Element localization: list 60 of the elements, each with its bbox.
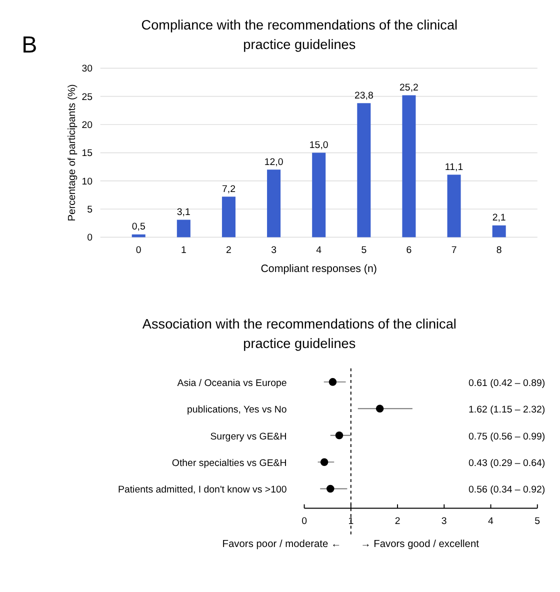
point xyxy=(320,458,328,466)
bar xyxy=(222,196,236,238)
y-tick-label: 30 xyxy=(82,64,94,75)
bar xyxy=(176,220,190,238)
y-tick-label: 10 xyxy=(82,176,94,188)
bar xyxy=(447,174,461,238)
y-tick-label: Patients admitted, I don't know vs >100 xyxy=(118,484,288,496)
point xyxy=(328,378,337,386)
data-label: 0,5 xyxy=(132,222,146,233)
x-tick-label: 4 xyxy=(316,244,322,256)
bar xyxy=(357,103,371,238)
x-tick-label: 5 xyxy=(534,516,540,527)
data-label: 2,1 xyxy=(492,212,506,224)
data-label: 7,2 xyxy=(222,184,236,195)
x-tick-label: 2 xyxy=(226,244,232,256)
text: → Favors good / excellent xyxy=(360,539,480,550)
data-label: 3,1 xyxy=(176,206,190,218)
y-tick-label: 5 xyxy=(87,204,93,216)
y-axis-title: Percentage of participants (%) xyxy=(67,84,78,222)
point xyxy=(335,431,344,440)
x-tick-label: 0 xyxy=(136,244,142,256)
data-label: 15,0 xyxy=(309,140,329,151)
chart-title: Association with the recommendations of the clinical practice guidelines xyxy=(142,316,456,351)
annotation: 0.61 (0.42 – 0.89) xyxy=(468,378,546,389)
data-label: 23,8 xyxy=(354,90,374,102)
x-tick-label: 0 xyxy=(302,516,308,527)
data-label: 12,0 xyxy=(264,156,284,168)
x-tick-label: 1 xyxy=(180,244,186,256)
x-tick-label: 2 xyxy=(394,516,400,527)
x-tick-label: 3 xyxy=(271,244,276,256)
y-tick-label: 25 xyxy=(82,92,93,103)
y-tick-label: 0 xyxy=(87,232,94,244)
x-tick-label: 4 xyxy=(488,516,494,527)
x-tick-label: 7 xyxy=(451,244,457,256)
x-axis-title: Compliant responses (n) xyxy=(260,263,377,276)
x-tick-label: 6 xyxy=(406,244,412,256)
y-tick-label: Surgery vs GE&H xyxy=(210,431,287,442)
text: B xyxy=(22,32,38,58)
data-label: 25,2 xyxy=(400,82,418,94)
chart-title: Compliance with the recommendations of the clinical practice guidelines xyxy=(141,17,458,52)
y-tick-label: Other specialties vs GE&H xyxy=(172,458,287,469)
point xyxy=(326,484,334,493)
annotation: 0.43 (0.29 – 0.64) xyxy=(468,458,546,469)
annotation: 1.62 (1.15 – 2.32) xyxy=(468,404,546,416)
text: Favors poor / moderate ← xyxy=(222,539,342,550)
point xyxy=(376,404,384,413)
y-tick-label: Asia / Oceania vs Europe xyxy=(177,378,287,389)
bar xyxy=(312,152,326,238)
annotation: 0.75 (0.56 – 0.99) xyxy=(468,431,546,442)
x-tick-label: 5 xyxy=(361,244,367,256)
bar xyxy=(492,225,506,238)
x-tick-label: 8 xyxy=(496,244,502,256)
y-tick-label: 20 xyxy=(82,120,94,131)
x-tick-label: 3 xyxy=(441,516,447,527)
data-label: 11,1 xyxy=(444,162,464,173)
y-tick-label: publications, Yes vs No xyxy=(187,404,287,416)
bar xyxy=(267,170,281,238)
y-tick-label: 15 xyxy=(82,148,93,160)
bar xyxy=(402,95,416,238)
annotation: 0.56 (0.34 – 0.92) xyxy=(468,484,546,496)
